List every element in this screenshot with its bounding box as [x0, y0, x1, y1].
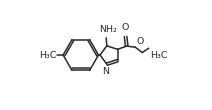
Text: O: O — [136, 37, 144, 46]
Text: H₃C: H₃C — [39, 50, 57, 60]
Text: H₃C: H₃C — [150, 51, 168, 60]
Text: N: N — [102, 67, 109, 76]
Text: NH₂: NH₂ — [99, 25, 117, 34]
Text: O: O — [122, 23, 129, 32]
